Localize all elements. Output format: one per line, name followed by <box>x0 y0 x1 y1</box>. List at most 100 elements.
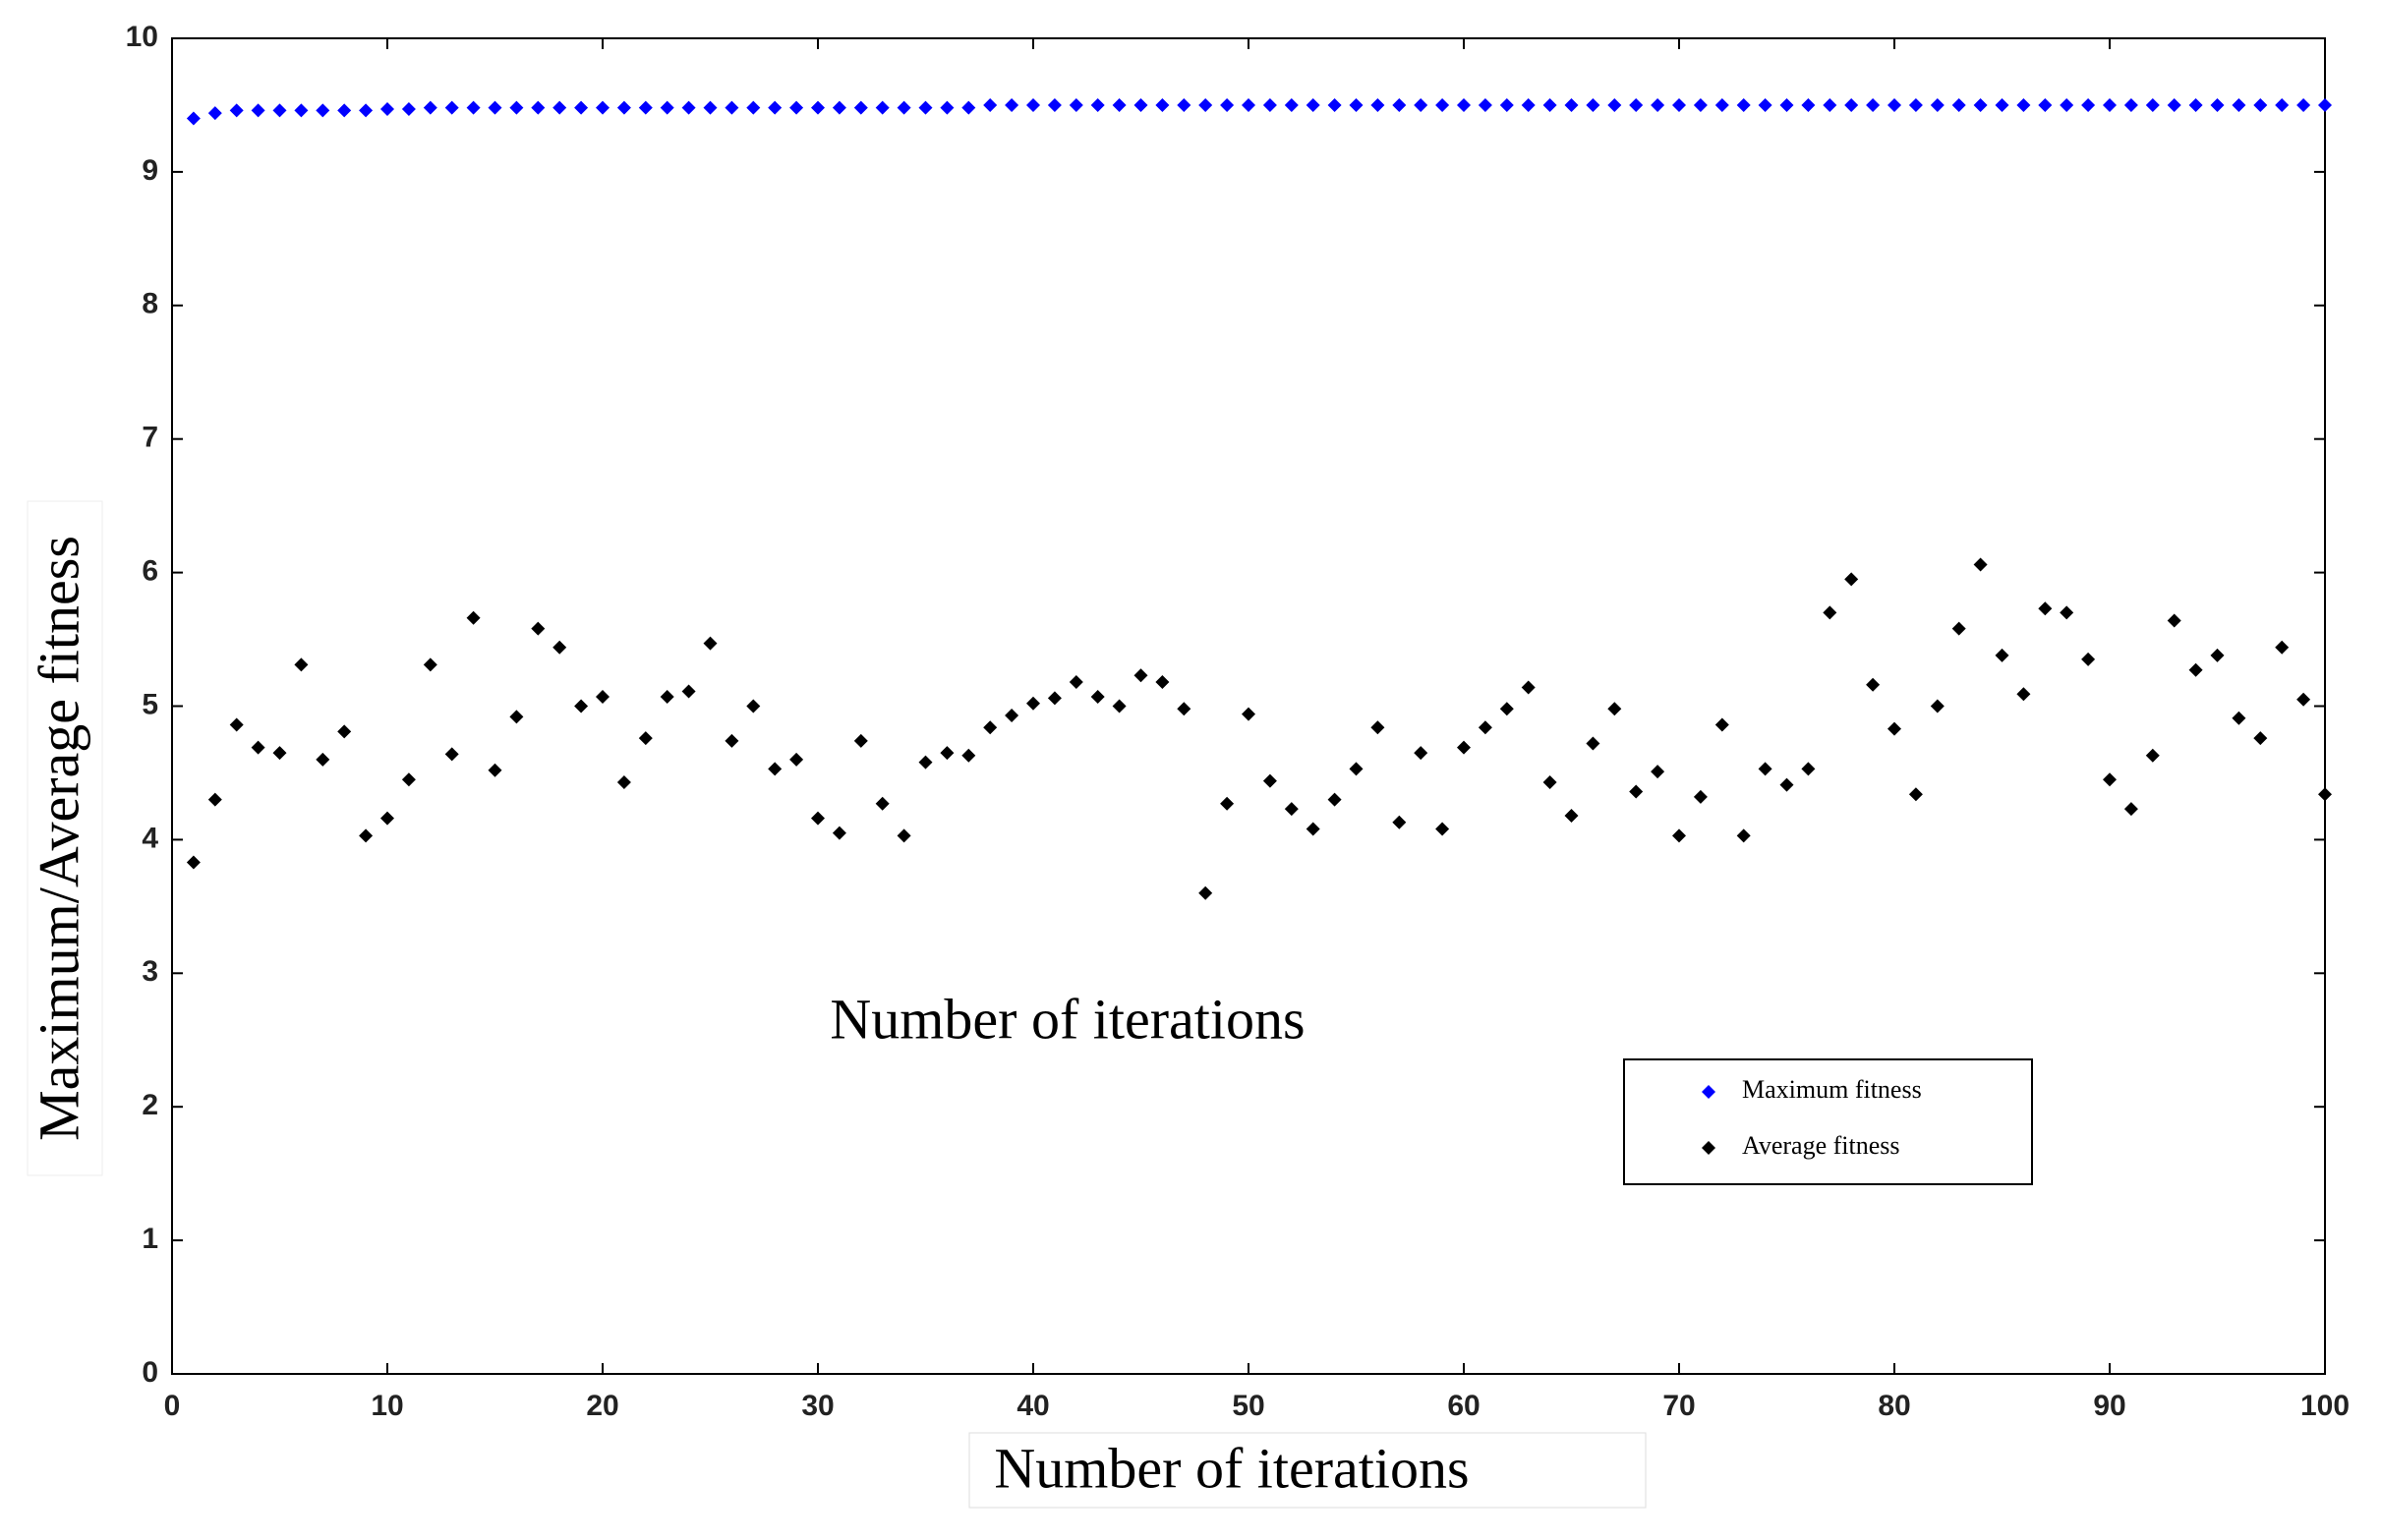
point <box>1995 648 2009 662</box>
point <box>638 100 653 115</box>
point <box>1779 97 1794 112</box>
point <box>1714 717 1729 732</box>
point <box>897 828 911 843</box>
x-tick-label: 0 <box>164 1390 181 1422</box>
point <box>1586 736 1600 751</box>
point <box>2145 97 2160 112</box>
point <box>1672 97 1686 112</box>
point <box>1177 702 1191 716</box>
point <box>2210 648 2225 662</box>
point <box>1284 802 1299 817</box>
point <box>488 763 502 777</box>
point <box>1714 97 1729 112</box>
point <box>1414 746 1428 761</box>
point <box>2060 605 2074 620</box>
point <box>638 731 653 746</box>
x-tick-label: 40 <box>1016 1390 1049 1422</box>
plot-frame <box>171 37 2326 1375</box>
point <box>1651 765 1665 779</box>
point <box>423 657 437 672</box>
point <box>1414 97 1428 112</box>
point <box>1779 777 1794 792</box>
point <box>1930 97 1945 112</box>
point <box>1242 97 1255 112</box>
point <box>983 720 998 735</box>
point <box>466 100 481 115</box>
point <box>2232 97 2246 112</box>
point <box>1220 97 1235 112</box>
point <box>1220 796 1235 811</box>
point <box>2167 97 2181 112</box>
point <box>2253 731 2268 746</box>
point <box>251 103 265 118</box>
y-label-box <box>27 500 103 1176</box>
point <box>897 100 911 115</box>
point <box>1133 668 1148 683</box>
point <box>1327 792 1342 807</box>
point <box>1887 721 1901 736</box>
point <box>918 755 933 770</box>
point <box>380 102 394 117</box>
point <box>2296 97 2311 112</box>
point <box>359 828 374 843</box>
x-tick-label: 30 <box>801 1390 834 1422</box>
legend-marker <box>1702 1141 1715 1155</box>
point <box>616 774 631 789</box>
point <box>832 826 846 840</box>
point <box>2275 97 2290 112</box>
y-tick-label: 9 <box>142 154 158 187</box>
point <box>1047 691 1062 706</box>
point <box>1026 696 1040 711</box>
y-tick-label: 8 <box>142 288 158 320</box>
point <box>2016 97 2031 112</box>
point <box>1133 97 1148 112</box>
y-tick-label: 2 <box>142 1089 158 1121</box>
point <box>1908 97 1923 112</box>
point <box>1736 828 1751 843</box>
point <box>2253 97 2268 112</box>
point <box>2081 652 2096 666</box>
point <box>1951 97 1966 112</box>
point <box>574 699 589 713</box>
point <box>768 762 783 776</box>
point <box>2275 640 2290 655</box>
point <box>940 746 955 761</box>
point <box>1069 675 1083 690</box>
point <box>294 103 309 118</box>
point <box>1349 762 1364 776</box>
point <box>725 100 739 115</box>
point <box>1823 97 1837 112</box>
point <box>1005 97 1019 112</box>
point <box>229 103 244 118</box>
point <box>207 792 222 807</box>
point <box>940 100 955 115</box>
y-tick-label: 7 <box>142 422 158 454</box>
y-axis-label: Maximum/Average fitness <box>27 536 90 1141</box>
point <box>1521 97 1536 112</box>
point <box>2167 613 2181 628</box>
point <box>2038 601 2053 616</box>
point <box>2318 97 2332 112</box>
point <box>1177 97 1191 112</box>
x-tick-label: 50 <box>1232 1390 1264 1422</box>
y-tick-label: 10 <box>126 21 158 53</box>
point <box>1242 707 1255 721</box>
point <box>1349 97 1364 112</box>
y-tick-label: 5 <box>142 688 158 720</box>
point <box>1973 557 1988 572</box>
point <box>1887 97 1901 112</box>
x-tick-label: 100 <box>2300 1390 2350 1422</box>
point <box>789 752 804 767</box>
point <box>2123 802 2138 817</box>
point <box>337 103 352 118</box>
point <box>509 100 524 115</box>
point <box>1651 97 1665 112</box>
y-tick-label: 6 <box>142 555 158 588</box>
point <box>1629 784 1644 799</box>
point <box>337 724 352 739</box>
point <box>832 100 846 115</box>
point <box>703 100 718 115</box>
point <box>1090 689 1105 704</box>
y-tick-label: 3 <box>142 955 158 988</box>
